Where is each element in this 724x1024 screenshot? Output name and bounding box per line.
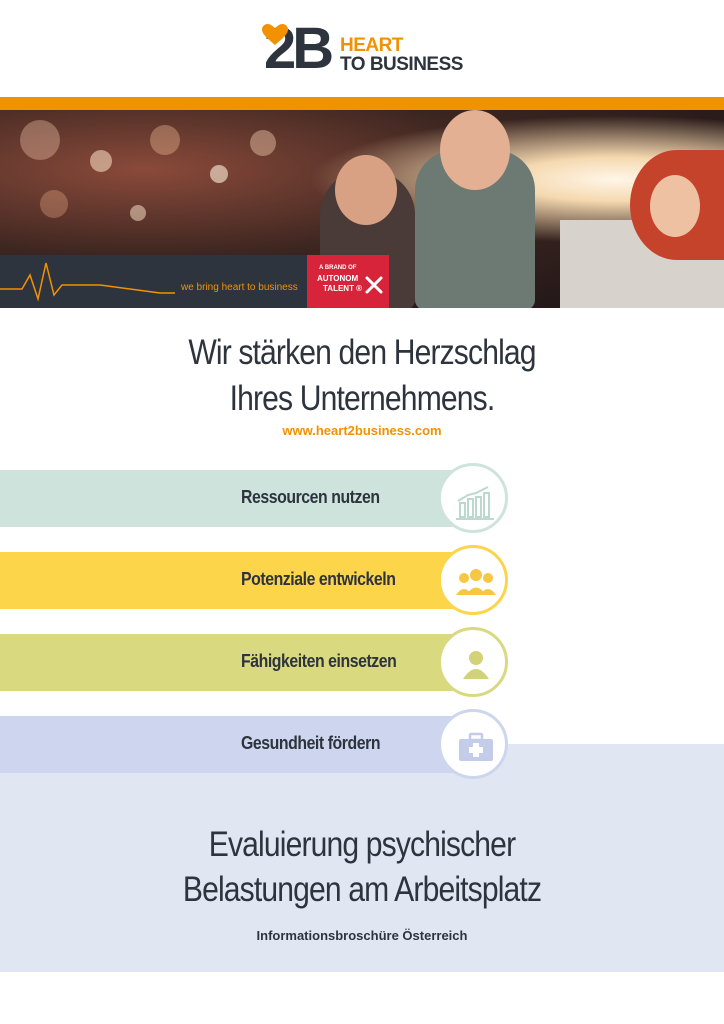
brochure-subtitle: Informationsbroschüre Österreich [256, 928, 468, 943]
bar-label: Gesundheit fördern [241, 733, 381, 753]
first-aid-kit-icon [459, 732, 493, 761]
group-icon [456, 569, 496, 595]
bar-faehigkeiten: Fähigkeiten einsetzen [0, 634, 470, 691]
logo-text: HEART TO BUSINESS [340, 36, 463, 74]
badge-line-1: A BRAND OF [319, 265, 357, 271]
slogan-text: we bring heart to business [181, 282, 298, 293]
person-icon [463, 651, 489, 679]
hero-image: we bring heart to business A BRAND OF AU… [0, 110, 724, 308]
headline-line-2: Ihres Unternehmens. [229, 379, 496, 418]
bar-ressourcen: Ressourcen nutzen [0, 470, 470, 527]
bar-gesundheit: Gesundheit fördern [0, 716, 470, 773]
bar-potenziale: Potenziale entwickeln [0, 552, 470, 609]
bottom-panel [0, 744, 724, 972]
headline: Wir stärken den Herzschlag Ihres Unterne… [51, 330, 674, 422]
logo-line-business: TO BUSINESS [340, 54, 463, 75]
brochure-title-line-2: Belastungen am Arbeitsplatz [182, 870, 542, 909]
logo-line-heart: HEART [340, 35, 403, 56]
circle-faehigkeiten [438, 627, 508, 697]
circle-ressourcen [438, 463, 508, 533]
brand-badge: A BRAND OF AUTONOM TALENT ® [307, 255, 389, 308]
heartbeat-line-icon [0, 262, 175, 302]
slogan-bar: we bring heart to business [0, 255, 310, 308]
brochure-title: Evaluierung psychischer Belastungen am A… [51, 822, 674, 912]
orange-stripe [0, 97, 724, 110]
bar-label: Ressourcen nutzen [241, 487, 380, 507]
website-link[interactable]: www.heart2business.com [282, 423, 442, 438]
circle-gesundheit [438, 709, 508, 779]
heart-icon [262, 24, 288, 45]
brand-symbol-icon [365, 276, 383, 294]
headline-line-1: Wir stärken den Herzschlag [188, 333, 536, 372]
bar-label: Fähigkeiten einsetzen [241, 651, 397, 671]
badge-line-2: AUTONOM [317, 274, 359, 283]
badge-line-3: TALENT ® [323, 284, 363, 293]
logo: 2B HEART TO BUSINESS [262, 20, 464, 80]
bar-label: Potenziale entwickeln [241, 569, 396, 589]
brochure-title-line-1: Evaluierung psychischer [208, 825, 516, 864]
bar-chart-icon [456, 486, 494, 520]
circle-potenziale [438, 545, 508, 615]
